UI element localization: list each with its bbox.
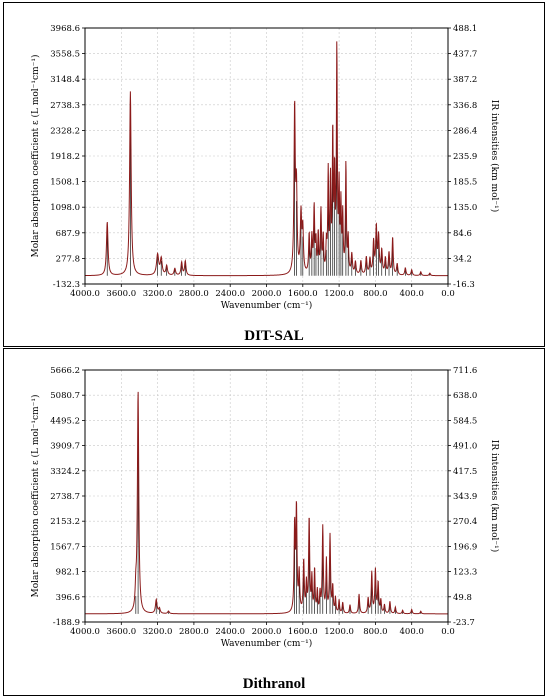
y-tick-label-right: -23.7 [453, 618, 475, 628]
spectrum-line [85, 41, 448, 277]
x-tick-label: 2000.0 [252, 289, 282, 299]
y-tick-label-left: 3909.7 [50, 442, 80, 452]
x-tick-label: 3200.0 [143, 627, 173, 637]
y-tick-label-right: 185.5 [453, 178, 477, 188]
x-axis-label: Wavenumber (cm⁻¹) [221, 638, 313, 649]
chart-caption: DIT-SAL [244, 328, 304, 344]
y-tick-label-left: 1918.2 [50, 152, 80, 162]
x-tick-label: 1600.0 [288, 289, 318, 299]
x-tick-label: 3200.0 [143, 289, 173, 299]
y-tick-label-left: 2153.2 [50, 517, 80, 527]
y-tick-label-left: 1567.7 [50, 542, 80, 552]
x-tick-label: 4000.0 [70, 627, 100, 637]
y-tick-label-right: 135.0 [453, 203, 477, 213]
x-tick-label: 1200.0 [324, 289, 354, 299]
x-tick-label: 800.0 [363, 289, 387, 299]
y-tick-label-right: 387.2 [453, 75, 477, 85]
y-tick-label-left: 1098.0 [50, 203, 80, 213]
y-tick-label-left: 2738.7 [50, 492, 80, 502]
y-axis-label-right: IR intensities (km mol⁻¹) [489, 100, 500, 212]
y-tick-label-right: 437.7 [453, 50, 477, 60]
spectrum-line [85, 391, 448, 615]
x-tick-label: 1600.0 [288, 627, 318, 637]
y-tick-label-right: 638.0 [453, 391, 477, 401]
y-tick-label-right: 343.9 [453, 492, 477, 502]
y-tick-label-left: 982.1 [56, 568, 80, 578]
y-tick-label-left: 2328.2 [50, 126, 80, 136]
x-tick-label: 2000.0 [252, 627, 282, 637]
y-tick-label-left: 687.9 [56, 229, 80, 239]
y-tick-label-right: -16.3 [453, 280, 475, 290]
y-tick-label-left: 2738.3 [50, 101, 80, 111]
y-tick-label-right: 488.1 [453, 24, 477, 34]
y-tick-label-right: 84.6 [453, 229, 472, 239]
x-tick-label: 3600.0 [106, 627, 136, 637]
y-tick-label-right: 584.5 [453, 416, 477, 426]
y-tick-label-right: 286.4 [453, 126, 477, 136]
x-tick-label: 400.0 [400, 627, 424, 637]
y-axis-label-left: Molar absorption coefficient ε (L mol⁻¹c… [30, 395, 41, 598]
x-tick-label: 2800.0 [179, 627, 209, 637]
y-tick-label-left: 1508.1 [50, 178, 80, 188]
y-tick-label-left: 3324.2 [50, 467, 80, 477]
x-tick-label: 1200.0 [324, 627, 354, 637]
y-tick-label-left: 3558.5 [50, 50, 80, 60]
y-tick-label-right: 491.0 [453, 442, 477, 452]
chart-dit-sal: 4000.0 3600.0 3200.0 2800.0 2400.0 2000.0 1600… [30, 24, 500, 311]
y-axis-label-left: Molar absorption coefficient ε (L mol⁻¹c… [30, 55, 41, 258]
x-tick-label: 3600.0 [106, 289, 136, 299]
y-tick-label-right: 34.2 [453, 254, 472, 264]
chart-panel-dit-sal: 4000.0 3600.0 3200.0 2800.0 2400.0 2000.0 1600… [3, 2, 545, 347]
x-tick-label: 4000.0 [70, 289, 100, 299]
y-tick-label-left: 5080.7 [50, 391, 80, 401]
y-tick-label-right: 196.9 [453, 542, 477, 552]
y-tick-label-right: 49.8 [453, 593, 472, 603]
y-tick-label-right: 336.8 [453, 101, 477, 111]
y-axis-label-right: IR intensities (km mol⁻¹) [489, 440, 500, 552]
chart-caption: Dithranol [242, 676, 306, 692]
y-tick-label-left: 3968.6 [50, 24, 80, 34]
y-tick-label-left: 3148.4 [50, 75, 80, 85]
y-tick-label-right: 235.9 [453, 152, 477, 162]
y-tick-label-left: 396.6 [56, 593, 80, 603]
y-tick-label-left: 4495.2 [50, 416, 80, 426]
y-tick-label-right: 270.4 [453, 517, 477, 527]
x-tick-label: 0.0 [441, 289, 455, 299]
x-tick-label: 2400.0 [215, 627, 245, 637]
chart-dithranol: 4000.0 3600.0 3200.0 2800.0 2400.0 2000.0 1600… [30, 366, 500, 649]
y-tick-label-left: 5666.2 [50, 366, 80, 376]
y-tick-label-left: -132.3 [53, 280, 80, 290]
chart-panel-dithranol: 4000.0 3600.0 3200.0 2800.0 2400.0 2000.0 1600… [3, 348, 545, 696]
y-tick-label-right: 417.5 [453, 467, 477, 477]
x-tick-label: 2400.0 [215, 289, 245, 299]
x-tick-label: 0.0 [441, 627, 455, 637]
y-tick-label-right: 123.3 [453, 568, 477, 578]
y-tick-label-left: -188.9 [53, 618, 80, 628]
x-tick-label: 400.0 [400, 289, 424, 299]
y-tick-label-left: 277.8 [56, 254, 80, 264]
x-axis-label: Wavenumber (cm⁻¹) [221, 300, 313, 311]
x-tick-label: 2800.0 [179, 289, 209, 299]
x-tick-label: 800.0 [363, 627, 387, 637]
y-tick-label-right: 711.6 [453, 366, 477, 376]
